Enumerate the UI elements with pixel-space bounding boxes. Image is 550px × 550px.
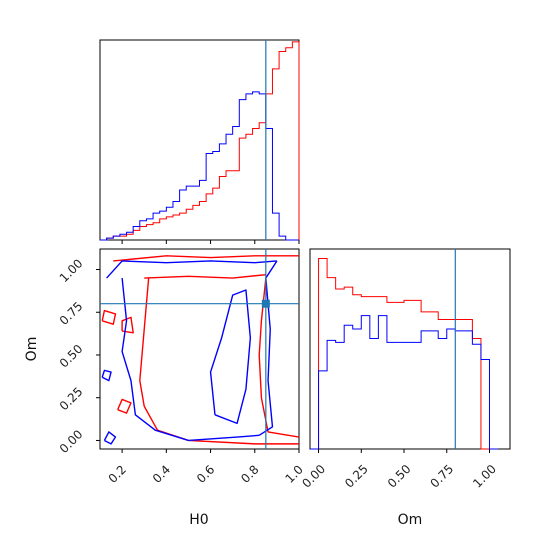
tick-marks: 0.2 0.4 0.6 0.8 1.00.000.250.500.751.000.00 0… <box>57 240 499 491</box>
om-tick-label: 0.75 <box>57 299 86 328</box>
truth-marker <box>261 299 270 308</box>
contour-red-1 <box>144 273 266 279</box>
scatter-contour-frame <box>99 248 300 450</box>
om-tick-label: 0.00 <box>57 427 86 456</box>
contour-red-3 <box>258 277 299 438</box>
om-hist-tick-label: 0.25 <box>342 462 371 491</box>
contour-red-4 <box>101 309 117 325</box>
h0-histogram-frame <box>99 39 300 241</box>
contour-red-0 <box>113 255 299 262</box>
h0-hist-series-red <box>100 41 300 241</box>
om-hist-tick-label: 1.00 <box>470 462 499 491</box>
om-histogram <box>310 249 499 450</box>
om-hist-tick-label: 0.75 <box>428 462 457 491</box>
om-tick-label: 0.50 <box>57 342 86 371</box>
om-histogram-frame <box>309 248 511 450</box>
h0-tick-label: 0.8 <box>238 462 261 485</box>
y-axis-label-om: Om <box>24 337 40 362</box>
contour-blue-10 <box>209 289 252 425</box>
contour-red-2 <box>139 277 299 445</box>
om-hist-tick-label: 0.00 <box>299 462 328 491</box>
om-hist-series-blue <box>310 315 499 450</box>
om-tick-label: 1.00 <box>57 256 86 285</box>
contour-blue-8 <box>121 277 260 442</box>
h0-tick-label: 0.2 <box>106 462 129 485</box>
contour-blue-12 <box>101 369 112 382</box>
x-axis-label-h0: H0 <box>189 512 208 528</box>
h0-hist-series-blue <box>100 91 299 241</box>
contour-blue-9 <box>258 260 278 436</box>
x-axis-label-om: Om <box>398 512 423 528</box>
h0-tick-label: 0.4 <box>150 462 173 485</box>
contour-red-5 <box>121 316 134 334</box>
h0-tick-label: 0.6 <box>194 462 217 485</box>
contour-blue-11 <box>103 431 117 445</box>
h0-histogram <box>100 40 300 241</box>
om-hist-series-red <box>310 258 499 450</box>
contour-red-6 <box>117 398 132 414</box>
contour-blue-7 <box>106 260 277 279</box>
om-tick-label: 0.25 <box>57 384 86 413</box>
contour-lines <box>101 255 299 445</box>
om-hist-tick-label: 0.50 <box>385 462 414 491</box>
h0-om-contours <box>100 249 299 449</box>
